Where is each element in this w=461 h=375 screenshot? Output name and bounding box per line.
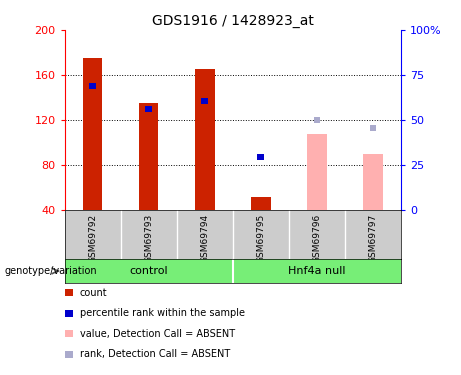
Text: count: count [80, 288, 107, 297]
Text: GSM69796: GSM69796 [313, 214, 321, 263]
Bar [258, 154, 264, 160]
Text: control: control [130, 266, 168, 276]
Text: GSM69793: GSM69793 [144, 214, 153, 263]
Bar [89, 84, 96, 89]
Bar [370, 125, 376, 131]
Text: GSM69792: GSM69792 [88, 214, 97, 263]
Text: percentile rank within the sample: percentile rank within the sample [80, 308, 245, 318]
Bar [195, 69, 214, 210]
Bar [83, 58, 102, 210]
Bar [139, 103, 159, 210]
Text: GSM69795: GSM69795 [256, 214, 266, 263]
Bar [145, 106, 152, 112]
Text: GSM69794: GSM69794 [200, 214, 209, 263]
Title: GDS1916 / 1428923_at: GDS1916 / 1428923_at [152, 13, 314, 28]
Bar [363, 154, 383, 210]
Text: GSM69797: GSM69797 [368, 214, 378, 263]
Text: value, Detection Call = ABSENT: value, Detection Call = ABSENT [80, 329, 235, 339]
Bar [313, 117, 320, 123]
Text: rank, Detection Call = ABSENT: rank, Detection Call = ABSENT [80, 350, 230, 359]
Bar [307, 134, 327, 210]
Text: genotype/variation: genotype/variation [5, 266, 97, 276]
Bar [251, 196, 271, 210]
Bar [201, 98, 208, 104]
Text: Hnf4a null: Hnf4a null [288, 266, 346, 276]
